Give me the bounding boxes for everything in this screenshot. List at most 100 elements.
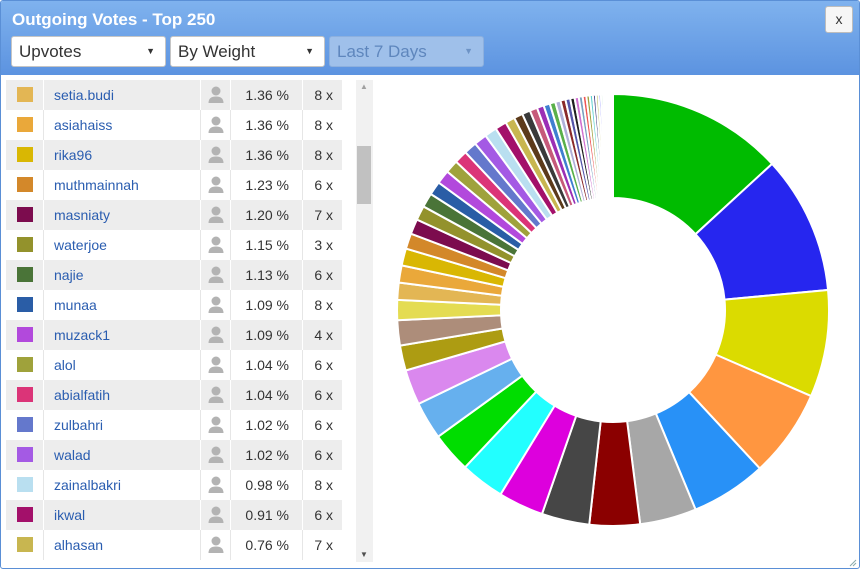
voter-name-link[interactable]: asiahaiss — [54, 117, 113, 133]
voter-name-link[interactable]: muthmainnah — [54, 177, 139, 193]
color-swatch — [17, 297, 33, 312]
dialog-titlebar[interactable]: Outgoing Votes - Top 250 x Upvotes ▼ By … — [1, 1, 859, 75]
user-icon[interactable] — [201, 170, 231, 200]
voter-name-link[interactable]: muzack1 — [54, 327, 111, 343]
voter-list: setia.budi 1.36 % 8 x asiahaiss 1.36 % 8 x rik… — [6, 80, 342, 560]
voter-row[interactable]: zainalbakri 0.98 % 8 x — [6, 470, 342, 500]
user-icon[interactable] — [201, 350, 231, 380]
scroll-up-arrow-icon[interactable]: ▲ — [360, 82, 368, 91]
vote-percent: 1.36 % — [245, 87, 289, 103]
vote-count: 6 x — [314, 387, 333, 403]
count-cell: 6 x — [302, 500, 342, 530]
user-icon[interactable] — [201, 440, 231, 470]
color-cell — [6, 500, 43, 530]
color-cell — [6, 200, 43, 230]
scroll-down-arrow-icon[interactable]: ▼ — [360, 550, 368, 559]
voter-name-link[interactable]: masniaty — [54, 207, 111, 223]
resize-grip-icon[interactable] — [849, 559, 857, 567]
percent-cell: 1.04 % — [230, 350, 301, 380]
voter-name-link[interactable]: munaa — [54, 297, 97, 313]
sort-select[interactable]: By Weight ▼ — [170, 36, 325, 67]
user-icon[interactable] — [201, 320, 231, 350]
percent-cell: 1.23 % — [230, 170, 301, 200]
user-icon[interactable] — [201, 290, 231, 320]
voter-name-link[interactable]: abialfatih — [54, 387, 111, 403]
name-cell: ikwal — [43, 500, 200, 530]
vote-percent: 1.04 % — [245, 387, 289, 403]
user-icon[interactable] — [201, 380, 231, 410]
voter-row[interactable]: zulbahri 1.02 % 6 x — [6, 410, 342, 440]
user-icon[interactable] — [201, 530, 231, 560]
name-cell: abialfatih — [43, 380, 200, 410]
voter-row[interactable]: walad 1.02 % 6 x — [6, 440, 342, 470]
user-icon[interactable] — [201, 80, 231, 110]
voter-name-link[interactable]: zainalbakri — [54, 477, 121, 493]
user-icon[interactable] — [201, 110, 231, 140]
vote-percent: 1.13 % — [245, 267, 289, 283]
user-icon[interactable] — [201, 470, 231, 500]
voter-row[interactable]: setia.budi 1.36 % 8 x — [6, 80, 342, 110]
vote-type-select[interactable]: Upvotes ▼ — [11, 36, 166, 67]
user-icon[interactable] — [201, 230, 231, 260]
voter-row[interactable]: abialfatih 1.04 % 6 x — [6, 380, 342, 410]
color-cell — [6, 410, 43, 440]
vote-percent: 1.20 % — [245, 207, 289, 223]
user-icon[interactable] — [201, 260, 231, 290]
voter-name-link[interactable]: ikwal — [54, 507, 86, 523]
icon-cell — [200, 290, 230, 320]
voter-row[interactable]: muzack1 1.09 % 4 x — [6, 320, 342, 350]
count-cell: 8 x — [302, 140, 342, 170]
user-icon[interactable] — [201, 200, 231, 230]
icon-cell — [200, 350, 230, 380]
vote-percent: 1.36 % — [245, 147, 289, 163]
color-cell — [6, 230, 43, 260]
voter-row[interactable]: masniaty 1.20 % 7 x — [6, 200, 342, 230]
percent-cell: 0.91 % — [230, 500, 301, 530]
name-cell: muthmainnah — [43, 170, 200, 200]
percent-cell: 0.98 % — [230, 470, 301, 500]
voter-row[interactable]: najie 1.13 % 6 x — [6, 260, 342, 290]
name-cell: muzack1 — [43, 320, 200, 350]
name-cell: masniaty — [43, 200, 200, 230]
vote-count: 6 x — [314, 507, 333, 523]
voter-name-link[interactable]: najie — [54, 267, 84, 283]
count-cell: 6 x — [302, 170, 342, 200]
voter-row[interactable]: rika96 1.36 % 8 x — [6, 140, 342, 170]
voter-row[interactable]: munaa 1.09 % 8 x — [6, 290, 342, 320]
voter-name-link[interactable]: walad — [54, 447, 91, 463]
period-select: Last 7 Days ▼ — [329, 36, 484, 67]
percent-cell: 1.09 % — [230, 290, 301, 320]
voter-name-link[interactable]: waterjoe — [54, 237, 107, 253]
count-cell: 6 x — [302, 440, 342, 470]
voter-row[interactable]: asiahaiss 1.36 % 8 x — [6, 110, 342, 140]
vote-type-value: Upvotes — [19, 42, 82, 61]
list-scrollbar[interactable]: ▲ ▼ — [356, 80, 373, 562]
user-icon[interactable] — [201, 500, 231, 530]
voter-row[interactable]: waterjoe 1.15 % 3 x — [6, 230, 342, 260]
percent-cell: 1.02 % — [230, 410, 301, 440]
voter-row[interactable]: ikwal 0.91 % 6 x — [6, 500, 342, 530]
color-cell — [6, 350, 43, 380]
user-icon[interactable] — [201, 410, 231, 440]
voter-name-link[interactable]: alol — [54, 357, 76, 373]
vote-percent: 1.15 % — [245, 237, 289, 253]
voter-row[interactable]: alhasan 0.76 % 7 x — [6, 530, 342, 560]
voter-name-link[interactable]: setia.budi — [54, 87, 114, 103]
voter-row[interactable]: muthmainnah 1.23 % 6 x — [6, 170, 342, 200]
voter-name-link[interactable]: zulbahri — [54, 417, 104, 433]
voter-row[interactable]: alol 1.04 % 6 x — [6, 350, 342, 380]
icon-cell — [200, 500, 230, 530]
period-value: Last 7 Days — [337, 42, 427, 61]
close-button[interactable]: x — [825, 6, 853, 33]
scrollbar-thumb[interactable] — [357, 146, 371, 204]
color-cell — [6, 80, 43, 110]
voter-name-link[interactable]: alhasan — [54, 537, 104, 553]
user-icon[interactable] — [201, 140, 231, 170]
color-swatch — [17, 177, 33, 192]
name-cell: zulbahri — [43, 410, 200, 440]
name-cell: rika96 — [43, 140, 200, 170]
icon-cell — [200, 470, 230, 500]
donut-slice[interactable] — [610, 92, 614, 200]
voter-name-link[interactable]: rika96 — [54, 147, 93, 163]
color-cell — [6, 440, 43, 470]
